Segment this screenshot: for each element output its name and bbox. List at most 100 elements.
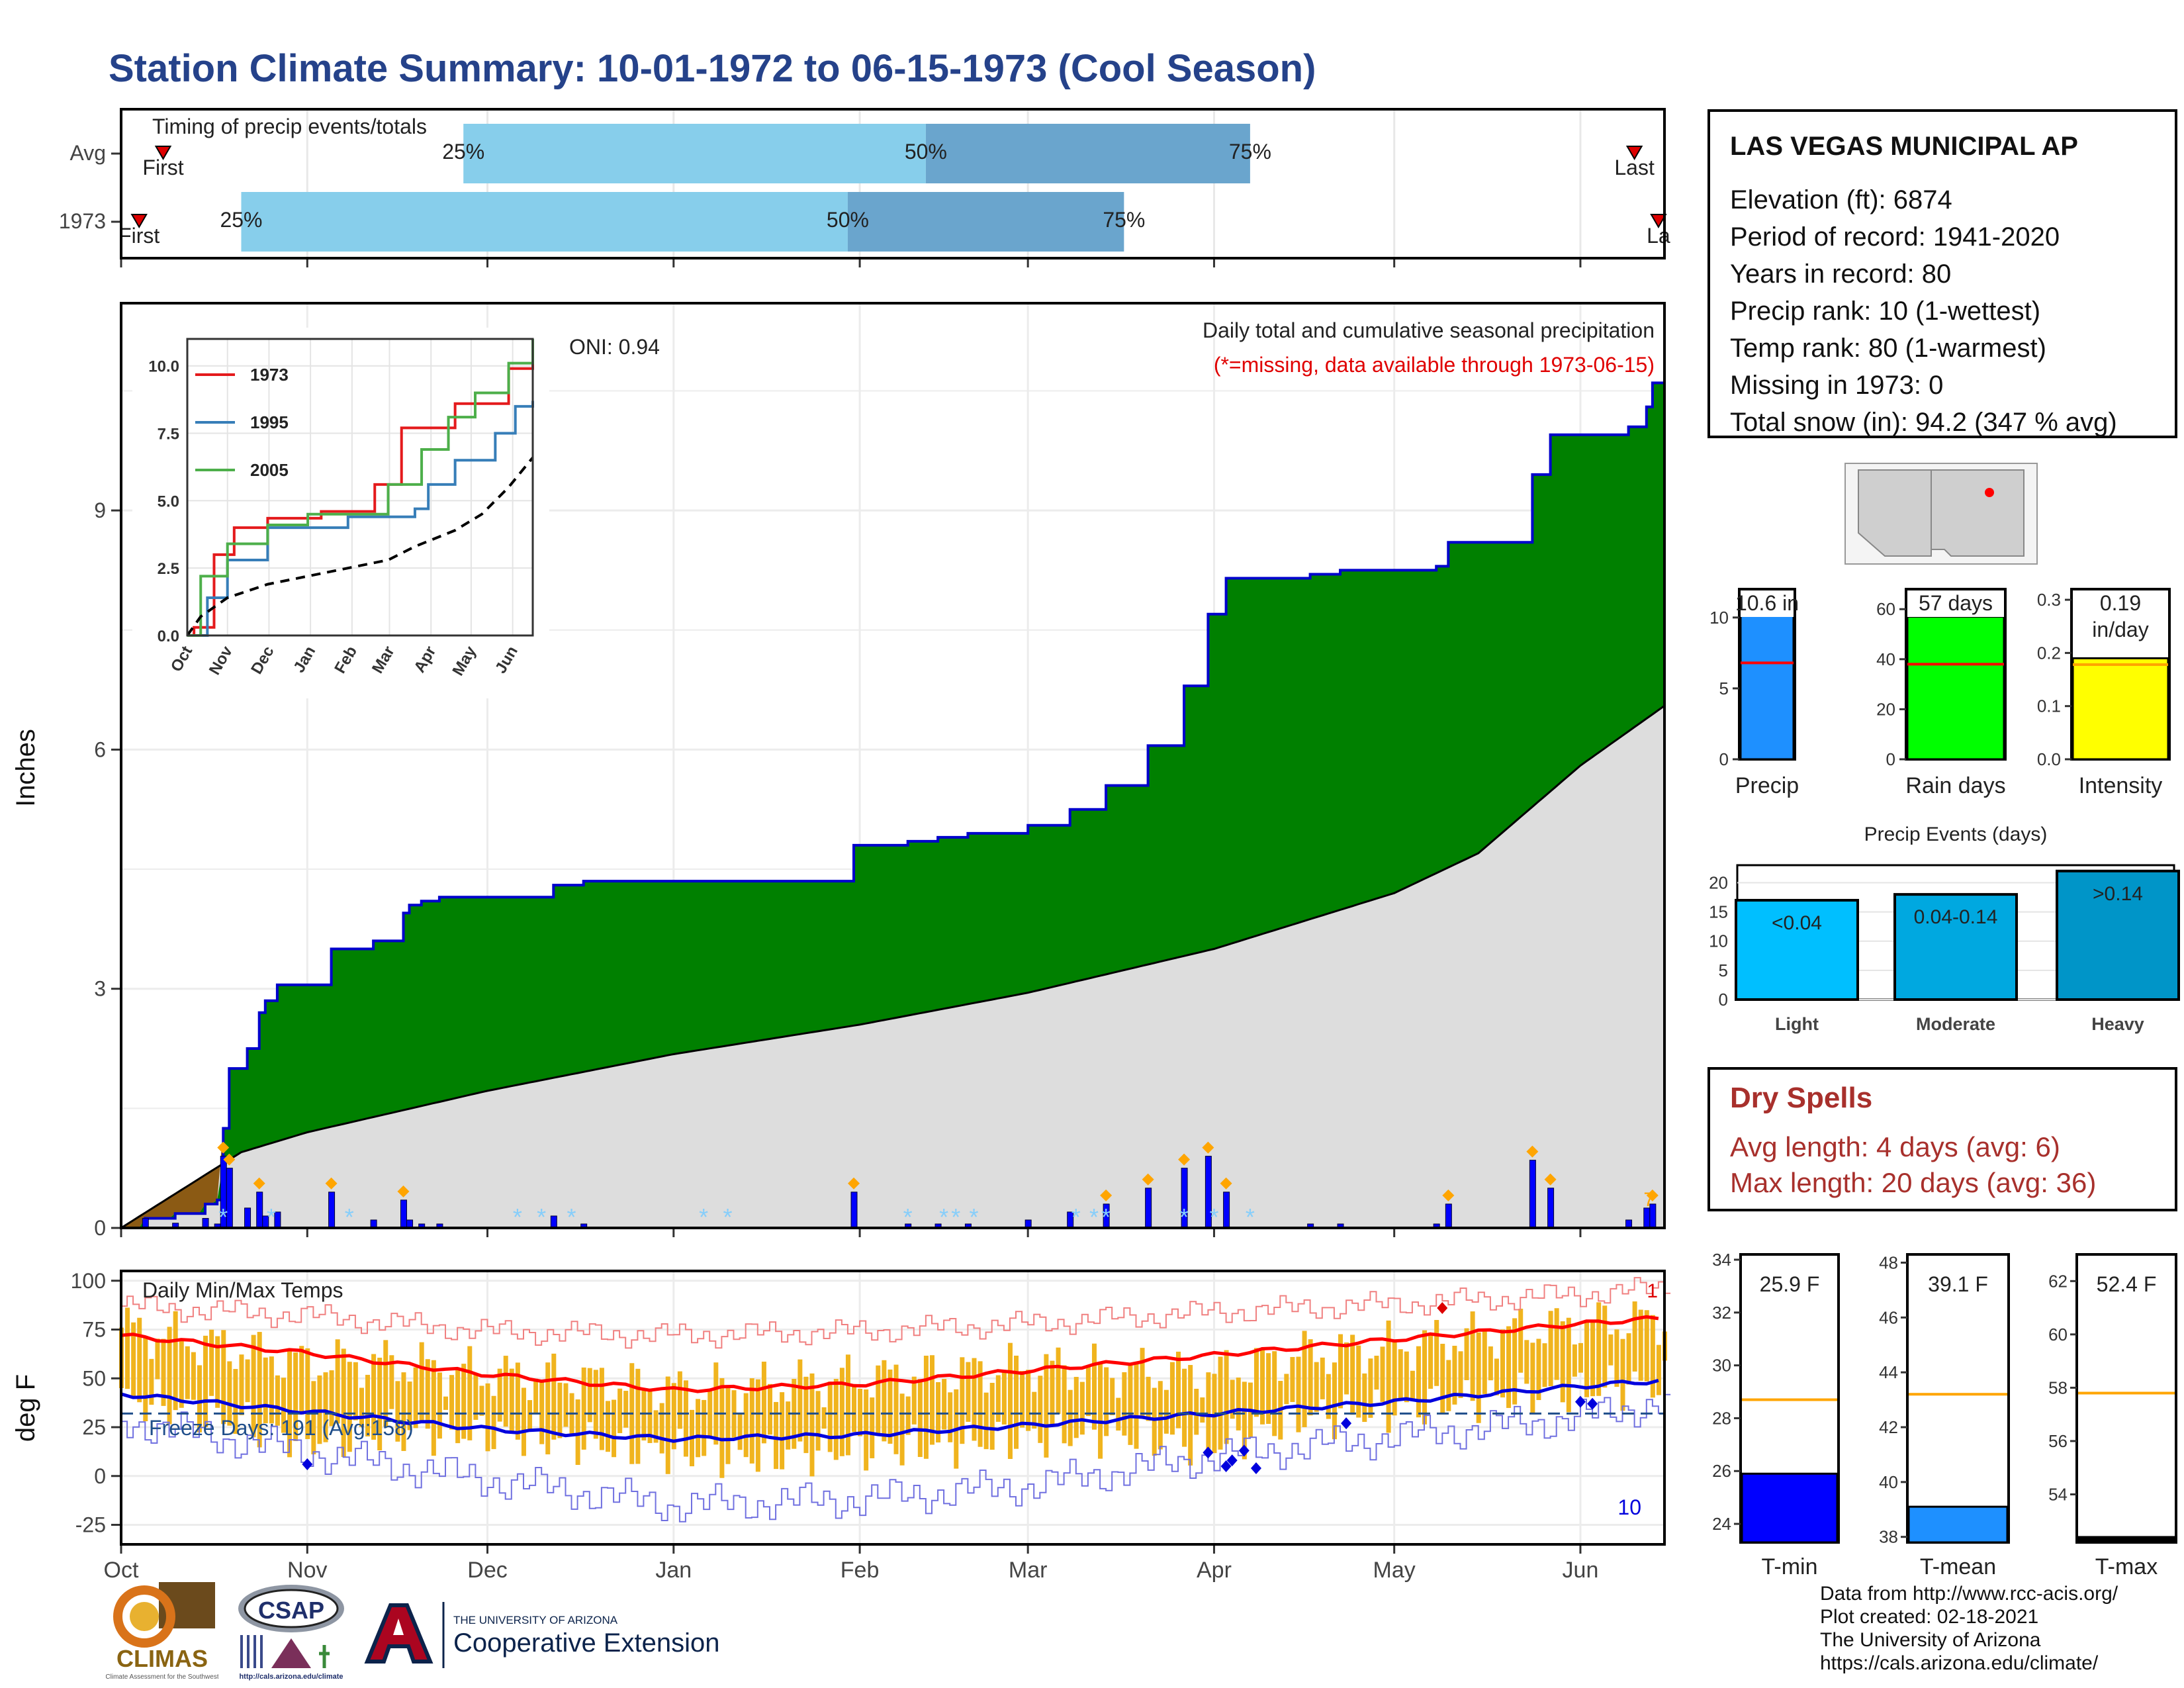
daily-temp-bar <box>683 1380 688 1457</box>
events-bar-label: <0.04 <box>1772 912 1822 934</box>
daily-temp-bar <box>1044 1354 1049 1458</box>
daily-temp-bar <box>485 1383 490 1452</box>
daily-precip-bar <box>1223 1192 1230 1229</box>
daily-temp-bar <box>1128 1364 1133 1445</box>
daily-temp-bar <box>1308 1339 1313 1416</box>
daily-temp-bar <box>612 1399 617 1458</box>
csap-logo-cactus-icon <box>319 1645 330 1668</box>
daily-temp-bar <box>1242 1382 1247 1460</box>
heavy-event-marker <box>1178 1153 1191 1166</box>
daily-temp-bar <box>635 1368 641 1464</box>
daily-temp-bar <box>239 1354 244 1415</box>
timing-row-label: 1973 <box>59 209 106 233</box>
daily-temp-bar <box>395 1381 400 1442</box>
record-low-marker <box>1574 1395 1586 1408</box>
summary-bar-tick-label: 20 <box>1876 699 1895 719</box>
precip-y-tick-label: 9 <box>94 498 106 522</box>
daily-temp-bar <box>1302 1331 1307 1427</box>
daily-temp-bar <box>131 1322 136 1397</box>
daily-temp-bar <box>1578 1342 1583 1373</box>
daily-temp-bar <box>1140 1348 1145 1419</box>
ua-logo-extension: Cooperative Extension <box>453 1628 719 1658</box>
daily-temp-bar <box>1476 1332 1481 1423</box>
month-tick-label: May <box>1373 1558 1416 1583</box>
temp-y-tick-label: 75 <box>82 1318 106 1342</box>
daily-temp-bar <box>599 1368 604 1450</box>
daily-temp-bar <box>972 1358 977 1441</box>
daily-temp-bar <box>605 1401 610 1452</box>
daily-temp-bar <box>431 1360 436 1456</box>
daily-temp-bar <box>702 1399 707 1456</box>
cumulative-precip-line <box>121 381 1664 1229</box>
inset-y-tick-label: 10.0 <box>148 358 179 376</box>
heavy-event-marker <box>217 1141 230 1154</box>
precip-y-tick-label: 6 <box>94 737 106 761</box>
daily-temp-bar <box>269 1356 274 1424</box>
average-cumulative-area <box>121 706 1664 1228</box>
temp-summary-value: 52.4 F <box>2097 1272 2157 1296</box>
daily-temp-bar <box>1362 1373 1367 1423</box>
daily-temp-bar <box>233 1369 238 1434</box>
last-event-label: La <box>1647 224 1670 248</box>
record-low-marker <box>302 1458 313 1471</box>
station-line: Years in record: 80 <box>1730 259 1952 289</box>
daily-temp-bar <box>515 1362 520 1440</box>
temp-y-tick-label: 50 <box>82 1366 106 1390</box>
below-average-area <box>121 1128 224 1228</box>
daily-temp-bar <box>1326 1374 1331 1419</box>
temp-summary-tick-label: 46 <box>1879 1307 1898 1327</box>
daily-temp-bar <box>347 1362 352 1452</box>
station-line: Elevation (ft): 6874 <box>1730 185 1952 214</box>
month-tick-label: Nov <box>287 1558 327 1583</box>
snow-marker: * <box>1089 1203 1099 1231</box>
temp-summary-bar <box>1741 1472 1839 1544</box>
daily-temp-bar <box>1596 1302 1602 1396</box>
last-event-label: Last <box>1614 156 1655 179</box>
daily-temp-bar <box>1536 1338 1541 1401</box>
daily-temp-bar <box>780 1392 785 1470</box>
daily-temp-bar <box>659 1403 664 1454</box>
snow-marker: * <box>567 1203 576 1231</box>
daily-temp-bar <box>1488 1346 1493 1381</box>
daily-temp-bar <box>587 1368 592 1423</box>
daily-temp-bar <box>1398 1349 1403 1399</box>
daily-temp-bar <box>359 1387 364 1427</box>
summary-bar-tick-label: 0 <box>1886 749 1895 769</box>
daily-temp-bar <box>923 1355 929 1459</box>
events-bar <box>2056 869 2180 1001</box>
daily-temp-bar <box>1428 1334 1433 1389</box>
daily-temp-bar <box>641 1390 647 1441</box>
inset-y-tick-label: 5.0 <box>158 492 179 510</box>
timing-caption: Timing of precip events/totals <box>152 115 427 138</box>
credit-line: Data from http://www.rcc-acis.org/ <box>1820 1583 2118 1605</box>
credits: Data from http://www.rcc-acis.org/ Plot … <box>1820 1582 2118 1675</box>
inset-series-line <box>186 456 534 637</box>
daily-temp-bar <box>1014 1355 1019 1449</box>
daily-temp-bar <box>893 1364 899 1454</box>
summary-bar <box>1906 616 2005 761</box>
csap-logo-text: CSAP <box>258 1597 324 1624</box>
oni-label: ONI: 0.94 <box>569 335 660 359</box>
daily-temp-bar <box>911 1376 917 1425</box>
daily-temp-bar <box>1290 1356 1295 1402</box>
daily-temp-bar <box>491 1395 496 1450</box>
timing-label-25: 25% <box>220 208 262 232</box>
daily-temp-bar <box>1434 1320 1439 1386</box>
temp-summary-tick-label: 26 <box>1712 1461 1731 1481</box>
daily-temp-bar <box>1104 1367 1109 1436</box>
daily-temp-bar <box>299 1346 304 1415</box>
temp-y-tick-label: 25 <box>82 1415 106 1439</box>
record-low-marker <box>1341 1417 1352 1430</box>
climas-logo-ring <box>113 1585 175 1648</box>
record-high-count: 1 <box>1647 1280 1658 1302</box>
daily-temp-bar <box>1350 1335 1355 1415</box>
daily-precip-bar <box>328 1192 336 1229</box>
precip-y-axis-label: Inches <box>11 729 40 807</box>
daily-temp-bar <box>1386 1320 1391 1433</box>
inset-series-line <box>187 339 534 637</box>
daily-temp-bar <box>509 1368 514 1432</box>
daily-temp-bar <box>161 1338 166 1406</box>
daily-temp-bar <box>1344 1342 1349 1395</box>
temp-summary-label: T-max <box>2095 1554 2158 1579</box>
